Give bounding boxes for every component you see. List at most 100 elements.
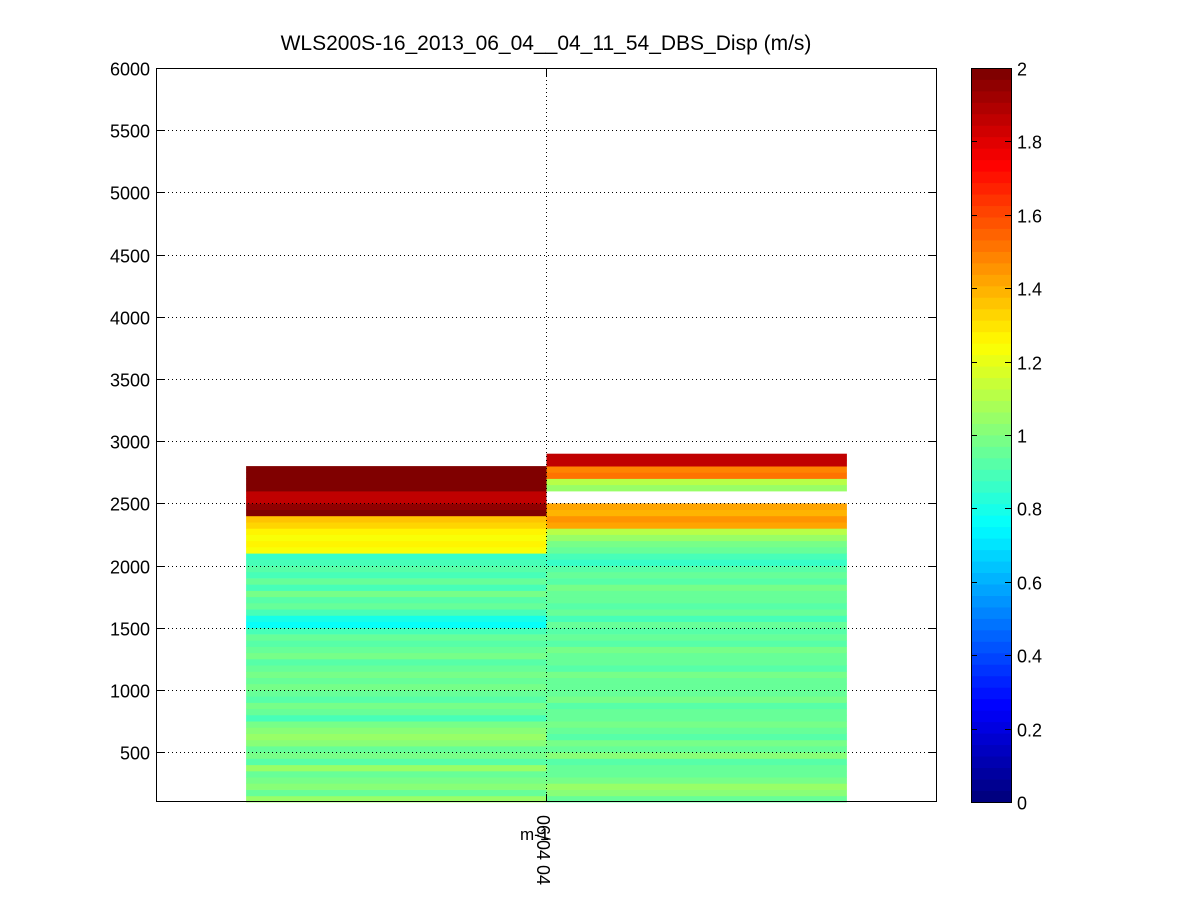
heatmap-cell-right-2850 [546,453,847,461]
heatmap-cell-left-2150 [246,540,547,548]
heatmap-cell-right-2750 [546,466,847,473]
heatmap-cell-left-2750 [246,466,547,473]
heatmap-cell-left-1450 [246,627,547,635]
x-tick-label-overlap: m-1 [520,825,549,844]
y-axis: 500 1000 1500 2000 2500 3000 3500 4000 4500 5000 5… [110,60,937,764]
heatmap-cell-left-450 [246,752,547,759]
heatmap-cell-right-2800 [546,459,847,467]
colorbar-step-39 [971,343,1011,356]
heatmap-cell-right-350 [546,764,847,772]
heatmap-cell-right-800 [546,708,847,716]
heatmap-cell-right-1950 [546,565,847,573]
colorbar-step-58 [971,125,1011,138]
heatmap-cell-left-2550 [246,491,547,498]
colorbar-step-49 [971,228,1011,241]
heatmap-cell-right-2200 [546,534,847,542]
heatmap-cell-right-1900 [546,571,847,579]
heatmap-cell-left-350 [246,764,547,772]
heatmap-cell-right-1400 [546,634,847,641]
heatmap-cell-left-1150 [246,665,547,672]
heatmap-cell-right-1850 [546,578,847,585]
colorbar-step-42 [971,308,1011,321]
y-tick-label-3500: 3500 [110,371,150,391]
heatmap-cell-left-400 [246,758,547,766]
heatmap-cell-left-2700 [246,472,547,479]
colorbar-step-35 [971,389,1011,401]
heatmap-cell-left-1350 [246,640,547,647]
heatmap-cell-right-2650 [546,478,847,486]
heatmap-cell-right-1500 [546,621,847,629]
colorbar-tick-label-1.4: 1.4 [1017,280,1042,300]
heatmap-cell-right-1100 [546,671,847,678]
colorbar-step-55 [971,159,1011,172]
y-tick-label-1500: 1500 [110,620,150,640]
heatmap-cell-right-1750 [546,590,847,598]
heatmap-cell-right-1000 [546,683,847,691]
colorbar-step-4 [971,744,1011,757]
heatmap-cell-right-1150 [546,665,847,672]
heatmap-cell-right-2250 [546,528,847,535]
heatmap-cell-left-900 [246,696,547,703]
heatmap-cell-right-2600 [546,484,847,492]
heatmap-cell-right-1050 [546,677,847,685]
colorbar-step-9 [971,687,1011,700]
heatmap-cell-right-1650 [546,602,847,610]
heatmap-cell-right-250 [546,777,847,784]
colorbar-step-60 [971,102,1011,115]
colorbar-step-11 [971,664,1011,677]
colorbar-tick-label-1: 1 [1017,427,1027,447]
colorbar-step-51 [971,205,1011,218]
heatmap-cell-right-1200 [546,658,847,666]
heatmap-cell-left-300 [246,770,547,778]
colorbar-step-25 [971,503,1011,516]
heatmap-cell-left-1000 [246,683,547,691]
heatmap-cell-right-2450 [546,503,847,510]
y-tick-label-4000: 4000 [110,309,150,329]
colorbar-step-10 [971,675,1011,688]
heatmap-cell-left-1300 [246,646,547,654]
heatmap-cell-right-2350 [546,515,847,523]
heatmap-cell-left-850 [246,702,547,710]
chart-title: WLS200S-16_2013_06_04__04_11_54_DBS_Disp… [281,32,812,55]
colorbar-tick-label-0.6: 0.6 [1017,574,1042,594]
heatmap-cell-right-850 [546,702,847,710]
y-tick-label-1000: 1000 [110,682,150,702]
x-axis: m-1 06/04 04 [520,68,553,885]
heatmap-cell-right-700 [546,721,847,728]
colorbar-step-57 [971,136,1011,149]
heatmap-cell-left-650 [246,727,547,734]
colorbar-step-40 [971,331,1011,344]
colorbar-step-13 [971,641,1011,654]
y-tick-label-4500: 4500 [110,247,150,267]
colorbar-gradient [971,68,1011,803]
heatmap-cell-left-1950 [246,565,547,573]
heatmap-cell-left-1500 [246,621,547,629]
y-tick-label-6000: 6000 [110,60,150,80]
heatmap-cell-right-2400 [546,509,847,517]
y-tick-label-5500: 5500 [110,122,150,142]
colorbar-step-26 [971,492,1011,505]
colorbar-step-5 [971,733,1011,746]
colorbar-step-44 [971,285,1011,298]
colorbar-step-52 [971,194,1011,207]
colorbar-tick-label-0.8: 0.8 [1017,500,1042,520]
colorbar-step-29 [971,457,1011,470]
heatmap-cell-right-1450 [546,627,847,635]
colorbar-step-2 [971,767,1011,780]
colorbar-step-63 [971,68,1011,80]
heatmap-cell-right-400 [546,758,847,766]
heatmap-cell-left-2250 [246,528,547,535]
y-tick-label-5000: 5000 [110,184,150,204]
colorbar-ticks: 0 0.2 0.4 0.6 0.8 1 1.2 1.4 1.6 1.8 2 [971,60,1042,814]
colorbar-step-28 [971,469,1011,482]
heatmap-cell-left-1900 [246,571,547,579]
heatmap-cell-right-600 [546,733,847,741]
colorbar-step-0 [971,790,1011,803]
heatmap-cell-left-1850 [246,578,547,585]
heatmap-cell-right-1350 [546,640,847,647]
colorbar-step-54 [971,171,1011,184]
colorbar-tick-label-1.8: 1.8 [1017,133,1042,153]
heatmap-cell-right-1600 [546,609,847,616]
colorbar-step-19 [971,572,1011,585]
